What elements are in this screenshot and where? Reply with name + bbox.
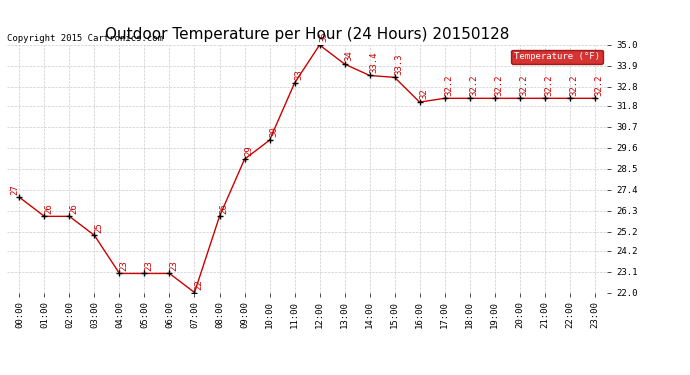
Text: 26: 26 [44,203,53,214]
Text: 26: 26 [219,203,228,214]
Text: 32.2: 32.2 [594,74,603,96]
Text: 29: 29 [244,146,253,156]
Text: 32: 32 [420,88,428,99]
Legend: Temperature (°F): Temperature (°F) [511,50,602,64]
Title: Outdoor Temperature per Hour (24 Hours) 20150128: Outdoor Temperature per Hour (24 Hours) … [105,27,509,42]
Text: 25: 25 [94,222,103,232]
Text: 35: 35 [319,32,328,42]
Text: 34: 34 [344,51,353,61]
Text: 26: 26 [69,203,78,214]
Text: 33: 33 [294,69,303,80]
Text: 22: 22 [194,279,203,290]
Text: 33.3: 33.3 [394,53,403,75]
Text: 27: 27 [11,184,20,195]
Text: 30: 30 [269,127,278,137]
Text: 32.2: 32.2 [494,74,503,96]
Text: 23: 23 [144,260,153,271]
Text: 23: 23 [119,260,128,271]
Text: Copyright 2015 Cartronics.com: Copyright 2015 Cartronics.com [7,33,163,42]
Text: 33.4: 33.4 [369,51,378,73]
Text: 32.2: 32.2 [469,74,478,96]
Text: 32.2: 32.2 [544,74,553,96]
Text: 23: 23 [169,260,178,271]
Text: 32.2: 32.2 [520,74,529,96]
Text: 32.2: 32.2 [444,74,453,96]
Text: 32.2: 32.2 [569,74,578,96]
